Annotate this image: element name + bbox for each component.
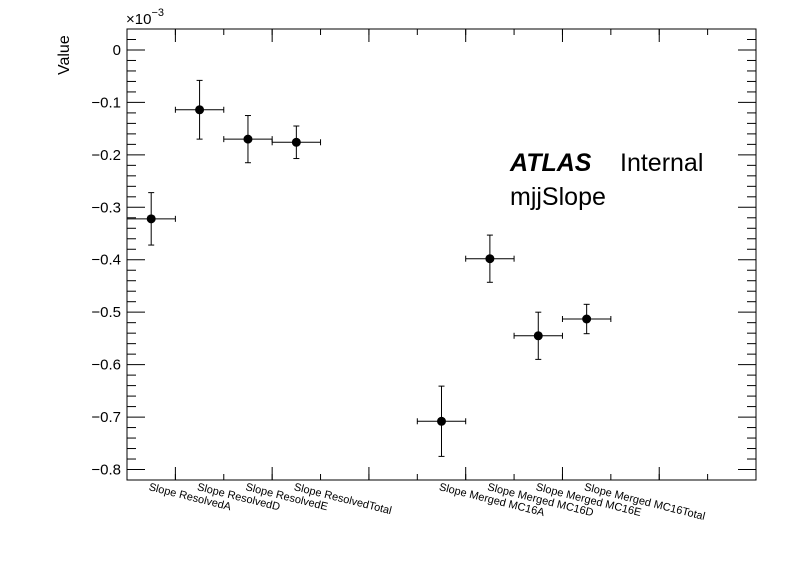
plot-name-label: mjjSlope <box>510 183 606 211</box>
y-tick-label: −0.1 <box>91 94 121 111</box>
y-tick-label: −0.6 <box>91 357 121 374</box>
plot-frame <box>126 28 757 481</box>
y-tick-label: −0.4 <box>91 252 121 269</box>
atlas-label: ATLAS <box>509 149 592 177</box>
data-point-group <box>561 303 612 335</box>
data-point-group <box>174 79 225 140</box>
data-point <box>533 331 543 341</box>
data-point <box>146 214 156 224</box>
y-tick-label: −0.7 <box>91 409 121 426</box>
data-point <box>291 137 301 147</box>
y-axis-title: Value <box>56 35 73 75</box>
data-point <box>485 254 495 264</box>
y-axis-exponent: ×10−3 <box>126 7 164 28</box>
data-point-group <box>223 115 273 164</box>
y-axis: 0 −0.1 −0.2 −0.3 −0.4 −0.5 −0.6 −0.7 −0.8 <box>91 28 756 479</box>
y-tick-label: −0.8 <box>91 462 121 479</box>
data-point <box>243 134 253 144</box>
data-point-group <box>126 192 176 246</box>
data-points <box>126 79 612 457</box>
y-tick-label: −0.5 <box>91 304 121 321</box>
atlas-status-label: Internal <box>620 149 703 177</box>
y-tick-label: 0 <box>113 42 121 59</box>
y-axis-exponent-power: −3 <box>151 7 164 19</box>
data-point <box>437 416 446 426</box>
y-tick-label: −0.2 <box>91 147 121 164</box>
data-point-group <box>271 125 322 160</box>
x-axis <box>126 29 757 480</box>
y-tick-label: −0.3 <box>91 199 121 216</box>
data-point <box>195 105 205 115</box>
data-point <box>582 314 592 324</box>
y-axis-exponent-base: ×10 <box>126 11 151 28</box>
data-point-group <box>416 385 467 457</box>
data-point-group <box>465 234 515 283</box>
data-point-group <box>513 311 563 360</box>
